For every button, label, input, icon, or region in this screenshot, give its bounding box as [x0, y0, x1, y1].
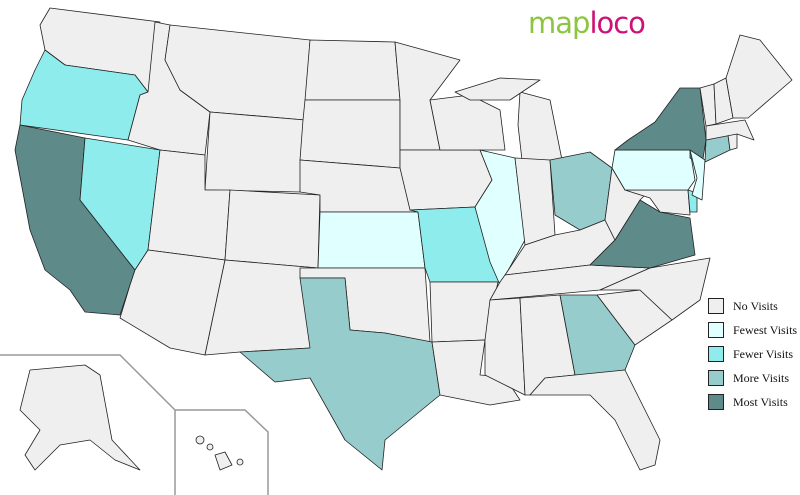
state-hi-island[interactable]: [195, 435, 205, 445]
state-mi[interactable]: [454, 77, 541, 101]
legend-label: Most Visits: [733, 394, 788, 409]
state-ak[interactable]: [19, 364, 141, 471]
state-oh[interactable]: [549, 151, 613, 231]
state-hi[interactable]: [214, 451, 233, 471]
state-wi[interactable]: [429, 94, 506, 151]
state-tx[interactable]: [239, 277, 441, 471]
logo-part-loco: loco: [589, 6, 645, 40]
legend-swatch: [708, 370, 724, 386]
legend-swatch: [708, 394, 724, 410]
legend-item-most: Most Visits: [708, 390, 797, 414]
alaska-inset-border: [0, 354, 176, 495]
legend-item-fewest: Fewest Visits: [708, 318, 797, 342]
legend-swatch: [708, 298, 724, 314]
state-pa[interactable]: [611, 149, 696, 191]
legend-item-none: No Visits: [708, 294, 797, 318]
state-ny[interactable]: [614, 87, 707, 166]
state-nd[interactable]: [304, 39, 401, 101]
state-hi-island[interactable]: [206, 443, 214, 451]
state-co[interactable]: [224, 189, 321, 269]
legend-item-fewer: Fewer Visits: [708, 342, 797, 366]
state-me[interactable]: [725, 34, 793, 119]
legend-swatch: [708, 322, 724, 338]
legend-item-more: More Visits: [708, 366, 797, 390]
state-ks[interactable]: [317, 211, 426, 269]
legend-swatch: [708, 346, 724, 362]
legend-label: Fewest Visits: [733, 322, 798, 337]
state-nj[interactable]: [689, 149, 706, 201]
legend-label: More Visits: [733, 370, 790, 385]
hawaii-inset-border: [175, 409, 269, 495]
legend: No Visits Fewest Visits Fewer Visits Mor…: [708, 294, 797, 414]
maploco-logo: maploco: [528, 6, 646, 40]
logo-part-map: map: [528, 6, 590, 40]
legend-label: Fewer Visits: [733, 346, 794, 361]
state-ri[interactable]: [727, 133, 738, 151]
state-ma[interactable]: [705, 119, 755, 141]
legend-label: No Visits: [733, 298, 778, 313]
state-ia[interactable]: [399, 149, 493, 211]
state-sd[interactable]: [299, 99, 401, 169]
state-wy[interactable]: [204, 111, 306, 193]
state-hi-island[interactable]: [236, 458, 244, 466]
state-mi[interactable]: [517, 91, 563, 161]
state-fl[interactable]: [529, 369, 661, 471]
